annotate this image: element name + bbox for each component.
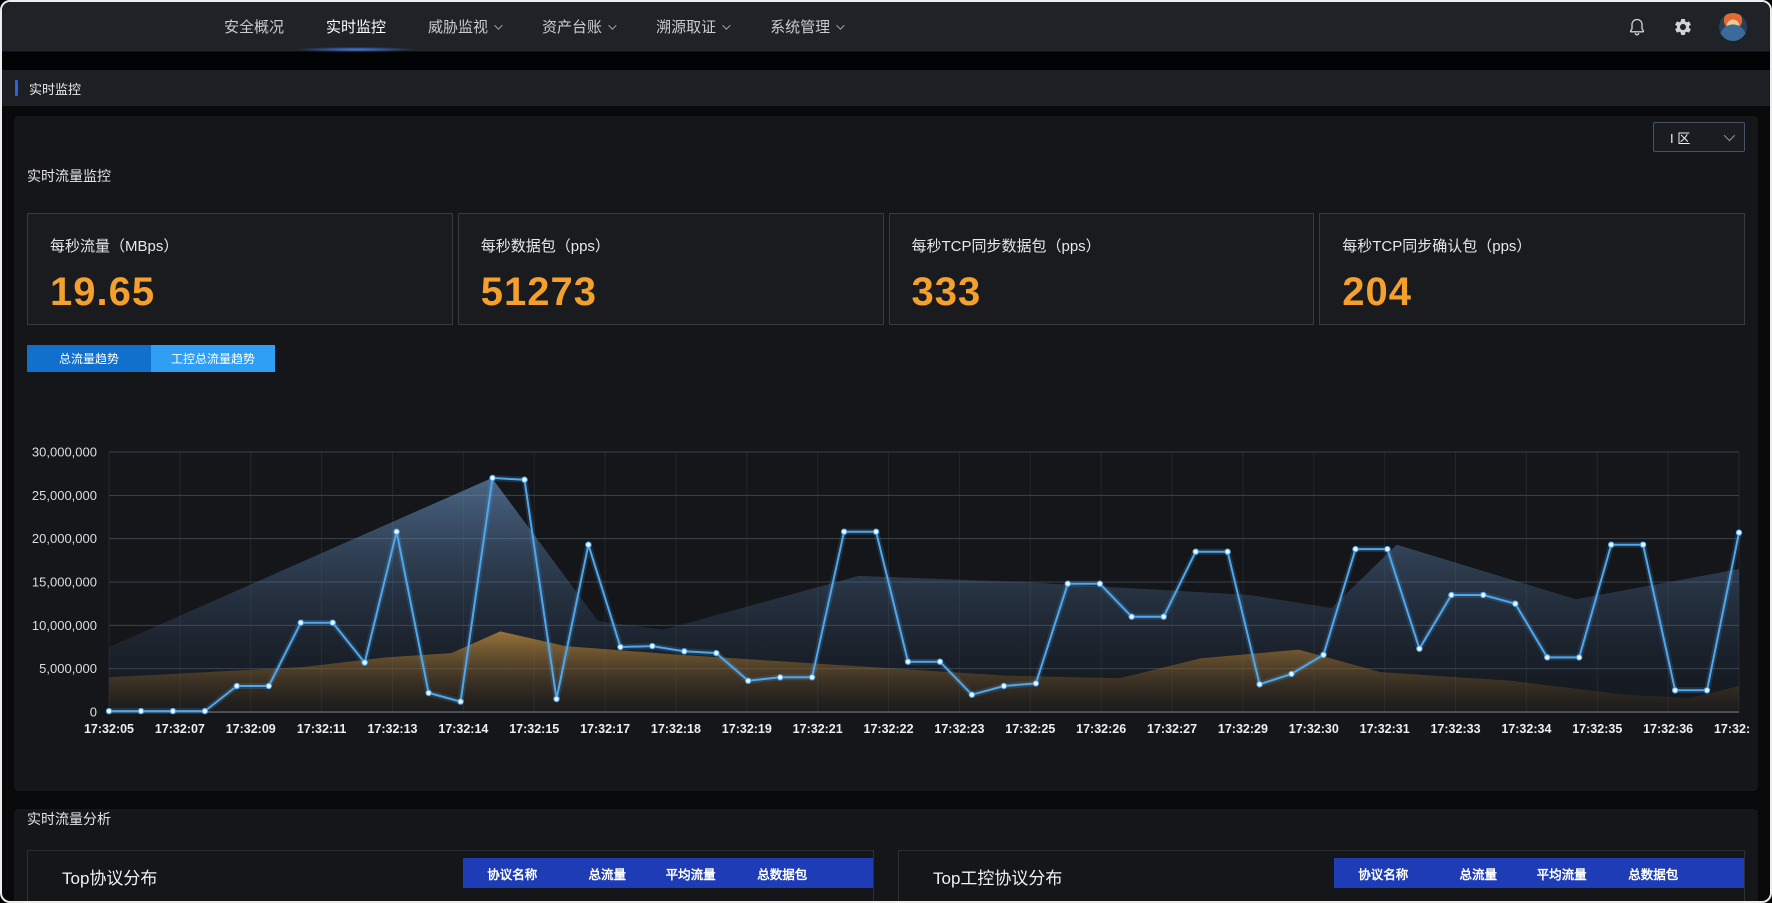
stat-label: 每秒流量（MBps） — [50, 238, 179, 255]
region-select[interactable]: I 区 — [1653, 122, 1745, 152]
svg-text:5,000,000: 5,000,000 — [39, 661, 97, 676]
svg-text:17:32:29: 17:32:29 — [1218, 722, 1268, 736]
tab-total-traffic-trend[interactable]: 总流量趋势 — [27, 345, 151, 372]
top-nav: 安全概况 实时监控 威胁监视 资产台账 溯源取证 系统管理 — [2, 2, 1770, 52]
column-header-total-packets: 总数据包 — [1628, 867, 1679, 882]
stat-card-tcp-syn: 每秒TCP同步数据包（pps） 333 — [888, 213, 1315, 325]
stat-label: 每秒TCP同步确认包（pps） — [1342, 238, 1532, 255]
stat-value: 51273 — [480, 270, 597, 314]
svg-text:20,000,000: 20,000,000 — [32, 531, 97, 546]
svg-text:17:32:25: 17:32:25 — [1005, 722, 1055, 736]
svg-text:15,000,000: 15,000,000 — [32, 575, 97, 590]
svg-text:17:32:14: 17:32:14 — [438, 722, 488, 736]
svg-text:17:32:37: 17:32:37 — [1714, 722, 1749, 736]
section-title-traffic-analysis: 实时流量分析 — [27, 811, 111, 827]
stat-value: 204 — [1342, 270, 1412, 314]
nav-item-label: 威胁监视 — [428, 19, 489, 36]
nav-item-security-overview[interactable]: 安全概况 — [220, 2, 288, 52]
svg-text:17:32:19: 17:32:19 — [722, 722, 772, 736]
chevron-down-icon — [722, 20, 731, 30]
svg-text:17:32:31: 17:32:31 — [1360, 722, 1410, 736]
svg-text:17:32:05: 17:32:05 — [84, 722, 134, 736]
svg-text:17:32:36: 17:32:36 — [1643, 722, 1693, 736]
svg-text:17:32:35: 17:32:35 — [1572, 722, 1622, 736]
nav-item-trace-forensics[interactable]: 溯源取证 — [652, 2, 732, 52]
stat-cards-row: 每秒流量（MBps） 19.65 每秒数据包（pps） 51273 每秒TCP同… — [27, 213, 1745, 325]
stat-value: 333 — [911, 270, 982, 314]
nav-item-threat-watch[interactable]: 威胁监视 — [424, 2, 504, 52]
stat-label: 每秒数据包（pps） — [480, 238, 610, 255]
stat-value: 19.65 — [50, 270, 156, 314]
svg-text:17:32:09: 17:32:09 — [226, 722, 276, 736]
chevron-down-icon — [836, 20, 845, 30]
nav-divider-strip — [2, 52, 1770, 70]
column-header-avg-traffic: 平均流量 — [1536, 867, 1587, 882]
svg-text:17:32:17: 17:32:17 — [580, 722, 630, 736]
breadcrumb-accent-bar — [15, 80, 18, 96]
stat-card-packets: 每秒数据包（pps） 51273 — [457, 213, 884, 325]
svg-text:17:32:26: 17:32:26 — [1076, 722, 1126, 736]
svg-text:17:32:34: 17:32:34 — [1501, 722, 1551, 736]
column-header-total-packets: 总数据包 — [757, 867, 808, 882]
nav-item-system-management[interactable]: 系统管理 — [766, 2, 846, 52]
breadcrumb-label: 实时监控 — [29, 81, 82, 97]
gear-icon[interactable] — [1672, 16, 1694, 38]
chevron-down-icon — [494, 20, 503, 30]
svg-text:17:32:07: 17:32:07 — [155, 722, 205, 736]
column-header-total-traffic: 总流量 — [588, 867, 626, 882]
svg-text:30,000,000: 30,000,000 — [32, 445, 97, 460]
trend-tabs: 总流量趋势 工控总流量趋势 — [27, 345, 1745, 372]
svg-text:25,000,000: 25,000,000 — [32, 488, 97, 503]
breadcrumb: 实时监控 — [2, 70, 1770, 106]
nav-item-asset-ledger[interactable]: 资产台账 — [538, 2, 618, 52]
ics-protocol-table-header: 协议名称 总流量 平均流量 总数据包 — [1334, 858, 1744, 888]
svg-text:17:32:21: 17:32:21 — [793, 722, 843, 736]
nav-item-label: 资产台账 — [542, 19, 603, 36]
nav-item-label: 实时监控 — [326, 19, 387, 36]
chevron-down-icon — [1723, 129, 1736, 142]
bell-icon[interactable] — [1626, 16, 1648, 38]
top-protocol-panel: Top协议分布 协议名称 总流量 平均流量 总数据包 — [27, 850, 874, 901]
nav-item-label: 系统管理 — [770, 19, 831, 36]
svg-text:17:32:27: 17:32:27 — [1147, 722, 1197, 736]
svg-text:17:32:22: 17:32:22 — [864, 722, 914, 736]
svg-text:17:32:18: 17:32:18 — [651, 722, 701, 736]
stat-card-throughput: 每秒流量（MBps） 19.65 — [27, 213, 453, 325]
nav-right-tools — [1626, 11, 1748, 42]
top-ics-protocol-panel: Top工控协议分布 协议名称 总流量 平均流量 总数据包 — [898, 850, 1745, 901]
region-select-value: I 区 — [1670, 130, 1691, 146]
tab-ics-traffic-trend[interactable]: 工控总流量趋势 — [151, 345, 275, 372]
user-avatar[interactable] — [1718, 11, 1748, 42]
svg-text:17:32:15: 17:32:15 — [509, 722, 559, 736]
chart-canvas: 0 5,000,000 10,000,000 15,000,000 20,000,000… — [32, 445, 1764, 737]
column-header-avg-traffic: 平均流量 — [665, 867, 716, 882]
column-header-protocol-name: 协议名称 — [487, 867, 538, 882]
svg-text:17:32:11: 17:32:11 — [297, 722, 346, 736]
protocol-table-header: 协议名称 总流量 平均流量 总数据包 — [463, 858, 873, 888]
svg-text:17:32:30: 17:32:30 — [1289, 722, 1339, 736]
realtime-analysis-panel: 实时流量分析 Top协议分布 协议名称 总流量 平均流量 总数据包 Top工控协… — [14, 809, 1758, 901]
svg-text:0: 0 — [90, 705, 97, 720]
svg-text:17:32:23: 17:32:23 — [934, 722, 984, 736]
svg-text:10,000,000: 10,000,000 — [32, 618, 97, 633]
svg-text:17:32:33: 17:32:33 — [1430, 722, 1480, 736]
traffic-trend-chart: 0 5,000,000 10,000,000 15,000,000 20,000,000… — [27, 386, 1764, 753]
top-protocol-title: Top协议分布 — [62, 869, 158, 888]
column-header-protocol-name: 协议名称 — [1358, 867, 1409, 882]
nav-item-label: 溯源取证 — [656, 19, 717, 36]
nav-items: 安全概况 实时监控 威胁监视 资产台账 溯源取证 系统管理 — [220, 2, 846, 52]
nav-item-label: 安全概况 — [224, 19, 285, 36]
stat-label: 每秒TCP同步数据包（pps） — [911, 238, 1101, 255]
stat-card-tcp-synack: 每秒TCP同步确认包（pps） 204 — [1319, 213, 1745, 325]
realtime-monitor-panel: I 区 实时流量监控 每秒流量（MBps） 19.65 每秒数据包（pps） 5… — [14, 116, 1764, 791]
section-title-traffic-monitor: 实时流量监控 — [27, 168, 111, 184]
column-header-total-traffic: 总流量 — [1459, 867, 1497, 882]
chevron-down-icon — [608, 20, 617, 30]
nav-item-realtime-monitor[interactable]: 实时监控 — [322, 2, 390, 52]
top-ics-protocol-title: Top工控协议分布 — [933, 869, 1063, 888]
svg-text:17:32:13: 17:32:13 — [367, 722, 417, 736]
